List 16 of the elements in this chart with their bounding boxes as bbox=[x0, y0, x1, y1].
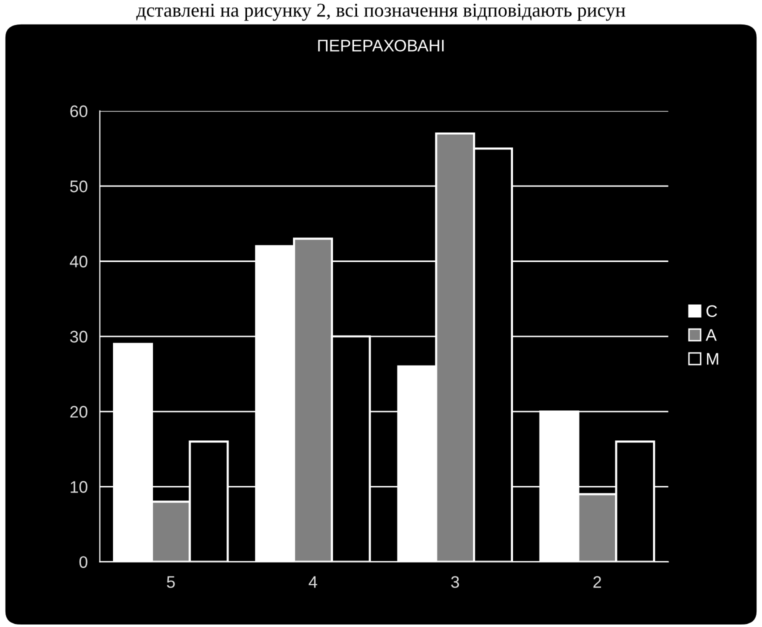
text: дставлені на рисунку 2, всі позначення відповідають рисун bbox=[136, 4, 626, 21]
chart-title: ПЕРЕРАХОВАНІ bbox=[318, 40, 444, 52]
y-tick-label: 20 bbox=[70, 406, 88, 418]
legend-label: C bbox=[706, 305, 718, 317]
x-tick-label: 2 bbox=[593, 576, 602, 588]
y-tick-label: 10 bbox=[70, 481, 88, 493]
y-tick-label: 60 bbox=[70, 105, 88, 118]
y-tick-label: 50 bbox=[70, 180, 88, 192]
y-tick-label: 30 bbox=[70, 330, 88, 343]
y-tick-label: 0 bbox=[79, 556, 88, 568]
legend-label: M bbox=[706, 353, 718, 365]
y-tick-label: 40 bbox=[70, 256, 88, 268]
legend-label: A bbox=[706, 329, 717, 341]
x-tick-label: 4 bbox=[308, 576, 318, 588]
x-tick-label: 3 bbox=[451, 576, 460, 588]
x-tick-label: 5 bbox=[166, 576, 175, 588]
